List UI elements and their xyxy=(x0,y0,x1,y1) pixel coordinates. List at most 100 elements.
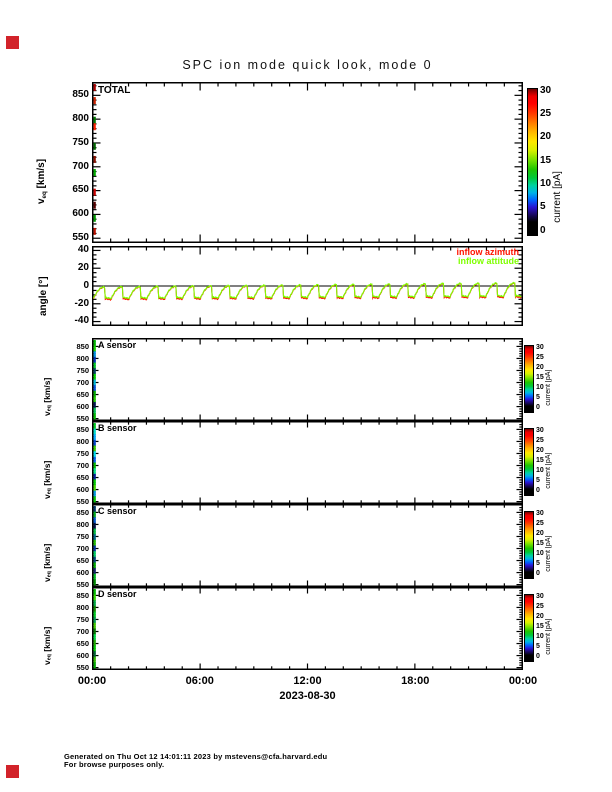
footer-generated-line: Generated on Thu Oct 12 14:01:11 2023 by… xyxy=(64,752,328,761)
xaxis-date-label: 2023-08-30 xyxy=(279,690,336,702)
xaxis-tick-label: 18:00 xyxy=(401,675,430,687)
ytick-label: 850 xyxy=(76,424,89,434)
colorbar-tick-label: 10 xyxy=(536,384,544,392)
panel-b-sensor xyxy=(92,421,523,504)
yaxis-label-a: veq [km/s] xyxy=(42,377,53,416)
ytick-label: 750 xyxy=(76,614,89,624)
colorbar-c-sensor xyxy=(524,511,534,579)
ytick-label: 600 xyxy=(72,208,89,220)
ytick-label: 600 xyxy=(76,484,89,494)
ytick-label: 750 xyxy=(72,136,89,148)
colorbar-tick-label: 30 xyxy=(536,593,544,601)
panel-a-sensor xyxy=(92,338,523,421)
colorbar-axis-label: current [pA] xyxy=(545,618,552,655)
ytick-label: 700 xyxy=(76,460,89,470)
colorbar-tick-label: 25 xyxy=(536,437,544,445)
colorbar-tick-label: 5 xyxy=(536,477,540,485)
yaxis-label-b: veq [km/s] xyxy=(42,460,53,499)
ytick-label: 550 xyxy=(76,413,89,423)
ytick-label: 550 xyxy=(76,496,89,506)
panel-angle xyxy=(92,246,523,326)
legend-inflow-attitude: inflow attitude xyxy=(458,256,519,266)
colorbar-tick-label: 5 xyxy=(536,560,540,568)
panel-total xyxy=(92,82,523,243)
colorbar-tick-label: 15 xyxy=(536,540,544,548)
colorbar-tick-label: 30 xyxy=(536,427,544,435)
ytick-label: 600 xyxy=(76,567,89,577)
colorbar-tick-label: 25 xyxy=(536,520,544,528)
ytick-label: 850 xyxy=(72,89,89,101)
xaxis-tick-label: 12:00 xyxy=(293,675,322,687)
ytick-label: 650 xyxy=(76,472,89,482)
page-corner-marker-bottom xyxy=(6,765,19,778)
colorbar-axis-label: current [pA] xyxy=(552,170,563,223)
xaxis-tick-label: 00:00 xyxy=(508,675,538,687)
ytick-label: 700 xyxy=(76,543,89,553)
ytick-label: 800 xyxy=(76,436,89,446)
panel-d-sensor xyxy=(92,587,523,670)
panel-plot-area xyxy=(92,338,523,421)
ytick-label: 600 xyxy=(76,650,89,660)
ytick-label: 850 xyxy=(76,590,89,600)
colorbar-tick-label: 30 xyxy=(536,344,544,352)
ytick-label: 650 xyxy=(76,555,89,565)
panel-title-b-sensor: B sensor xyxy=(98,423,137,433)
colorbar-tick-label: 15 xyxy=(536,457,544,465)
yaxis-label-total: veq [km/s] xyxy=(36,158,48,204)
colorbar-tick-label: 30 xyxy=(540,84,552,96)
colorbar-tick-label: 0 xyxy=(536,404,540,412)
ytick-label: 800 xyxy=(76,602,89,612)
colorbar-tick-label: 10 xyxy=(536,550,544,558)
colorbar-axis-label: current [pA] xyxy=(545,452,552,489)
ytick-label: 0 xyxy=(83,279,89,291)
colorbar-tick-label: 25 xyxy=(536,354,544,362)
ytick-label: 750 xyxy=(76,531,89,541)
panel-plot-area xyxy=(92,82,523,243)
colorbar-tick-label: 20 xyxy=(536,447,544,455)
panel-title-a-sensor: A sensor xyxy=(98,340,137,350)
colorbar-tick-label: 10 xyxy=(536,467,544,475)
colorbar-tick-label: 15 xyxy=(536,623,544,631)
colorbar-tick-label: 10 xyxy=(540,178,552,190)
panel-title-total: TOTAL xyxy=(98,85,131,96)
colorbar-tick-label: 30 xyxy=(536,510,544,518)
colorbar-tick-label: 0 xyxy=(540,224,546,236)
colorbar-tick-label: 25 xyxy=(536,603,544,611)
colorbar-axis-label: current [pA] xyxy=(545,369,552,406)
colorbar-tick-label: 5 xyxy=(540,201,546,213)
ytick-label: 600 xyxy=(76,401,89,411)
colorbar-tick-label: 15 xyxy=(540,154,552,166)
panel-title-c-sensor: C sensor xyxy=(98,506,137,516)
ytick-label: 650 xyxy=(76,389,89,399)
ytick-label: 550 xyxy=(76,579,89,589)
colorbar-axis-label: current [pA] xyxy=(545,535,552,572)
ytick-label: 700 xyxy=(76,377,89,387)
page-corner-marker-top xyxy=(6,36,19,49)
panel-plot-area xyxy=(92,246,523,326)
ytick-label: 850 xyxy=(76,341,89,351)
ytick-label: -20 xyxy=(74,297,89,309)
page-title: SPC ion mode quick look, mode 0 xyxy=(182,58,433,72)
ytick-label: 750 xyxy=(76,448,89,458)
ytick-label: 800 xyxy=(76,519,89,529)
ytick-label: 750 xyxy=(76,365,89,375)
colorbar-tick-label: 0 xyxy=(536,487,540,495)
ytick-label: 800 xyxy=(72,112,89,124)
xaxis-tick-label: 00:00 xyxy=(77,675,107,687)
ytick-label: 550 xyxy=(76,662,89,672)
yaxis-label-angle: angle [°] xyxy=(38,276,49,316)
colorbar-total xyxy=(527,88,538,236)
colorbar-tick-label: 20 xyxy=(536,530,544,538)
ytick-label: 550 xyxy=(72,232,89,244)
colorbar-tick-label: 20 xyxy=(540,131,552,143)
ytick-label: 700 xyxy=(72,160,89,172)
colorbar-tick-label: 5 xyxy=(536,394,540,402)
colorbar-tick-label: 10 xyxy=(536,633,544,641)
legend-inflow-azimuth: inflow azimuth xyxy=(456,247,520,257)
colorbar-tick-label: 20 xyxy=(536,364,544,372)
ytick-label: 40 xyxy=(77,244,89,256)
colorbar-b-sensor xyxy=(524,428,534,496)
colorbar-tick-label: 25 xyxy=(540,108,552,120)
ytick-label: -40 xyxy=(74,315,89,327)
